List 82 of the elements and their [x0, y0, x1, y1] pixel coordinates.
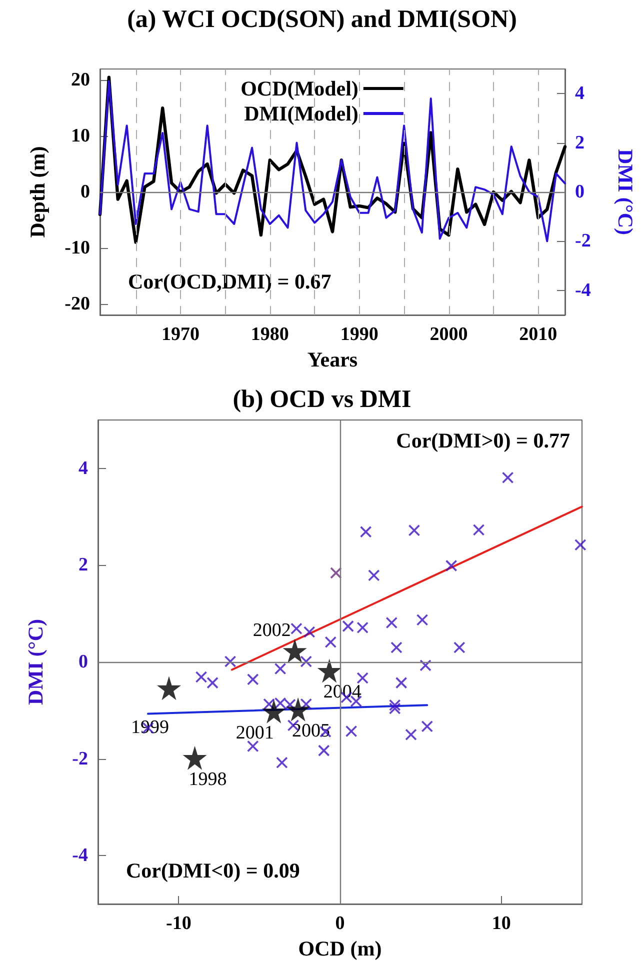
- point: [390, 642, 402, 654]
- point: [502, 472, 514, 484]
- point: [274, 697, 286, 710]
- y-tick-label: -10: [64, 237, 90, 258]
- point: [263, 698, 275, 710]
- x-tick-label: 10: [492, 913, 511, 934]
- point: [360, 526, 372, 538]
- point: [282, 638, 307, 663]
- x-axis-title: Years: [307, 347, 358, 372]
- point: [195, 671, 208, 683]
- legend-label: OCD(Model): [240, 76, 358, 100]
- point: [405, 728, 417, 740]
- point: [300, 698, 312, 710]
- point: [182, 746, 207, 770]
- point: [318, 744, 330, 756]
- y-tick-label: 4: [78, 458, 88, 479]
- y2-tick-label: -2: [575, 230, 591, 252]
- y-tick-label: -4: [72, 845, 88, 866]
- point: [368, 569, 380, 582]
- point: [408, 524, 420, 536]
- y2-tick-label: -4: [575, 280, 592, 301]
- annotation: 1998: [188, 768, 227, 790]
- x-tick-label: -10: [166, 913, 192, 934]
- y-axis-title: Depth (m): [26, 146, 50, 238]
- x-axis-title: OCD (m): [298, 936, 382, 960]
- y-tick-label: -2: [72, 748, 88, 770]
- point: [156, 676, 181, 700]
- point: [356, 622, 368, 634]
- y-tick-label: 0: [78, 652, 88, 672]
- point: [388, 699, 401, 711]
- point: [574, 538, 586, 551]
- point: [356, 672, 368, 684]
- y-tick-label: 20: [71, 70, 90, 91]
- point: [445, 560, 458, 572]
- annotation: 2001: [236, 722, 274, 744]
- point: [342, 620, 354, 632]
- point: [224, 656, 236, 668]
- x-tick-label: 2010: [519, 324, 558, 345]
- annotation: Cor(DMI>0) = 0.77: [396, 428, 570, 452]
- point: [420, 659, 432, 672]
- annotation: Cor(DMI<0) = 0.09: [126, 858, 300, 882]
- point: [276, 756, 288, 769]
- y-tick-label: 10: [71, 126, 90, 147]
- y2-tick-label: 2: [575, 132, 584, 154]
- point: [290, 622, 302, 635]
- y-tick-label: 2: [78, 554, 88, 576]
- x-tick-label: 2000: [430, 324, 468, 345]
- point: [262, 699, 286, 724]
- chart-title: (b) OCD vs DMI: [232, 386, 412, 413]
- point: [453, 642, 466, 654]
- point: [317, 658, 342, 683]
- annotation: Cor(OCD,DMI) = 0.67: [128, 270, 332, 294]
- point: [416, 614, 428, 626]
- x-tick-label: 0: [335, 913, 345, 934]
- y-axis-title: DMI (°C): [24, 619, 48, 705]
- point: [300, 656, 312, 668]
- point: [246, 740, 259, 752]
- x-tick-label: 1990: [340, 324, 378, 345]
- point: [286, 697, 310, 722]
- point: [324, 636, 337, 648]
- annotation: 2002: [252, 620, 291, 641]
- point: [421, 720, 434, 732]
- point: [246, 674, 259, 686]
- x-tick-label: 1970: [161, 324, 200, 345]
- point: [206, 676, 218, 689]
- y2-tick-label: 4: [575, 83, 585, 104]
- point: [274, 662, 286, 675]
- point: [395, 676, 408, 689]
- point: [303, 626, 316, 638]
- y2-tick-label: 0: [575, 182, 584, 202]
- y2-axis-title: DMI (°C): [614, 149, 638, 235]
- y-tick-label: 0: [80, 182, 90, 202]
- y-tick-label: -20: [64, 293, 90, 314]
- point: [284, 698, 296, 710]
- point: [388, 702, 401, 714]
- x-tick-label: 1980: [250, 324, 289, 345]
- point: [345, 725, 358, 738]
- legend-label: DMI(Model): [244, 102, 358, 126]
- point: [330, 567, 342, 579]
- point: [386, 616, 398, 629]
- chart-title: (a) WCI OCD(SON) and DMI(SON): [127, 6, 517, 33]
- point: [472, 524, 485, 536]
